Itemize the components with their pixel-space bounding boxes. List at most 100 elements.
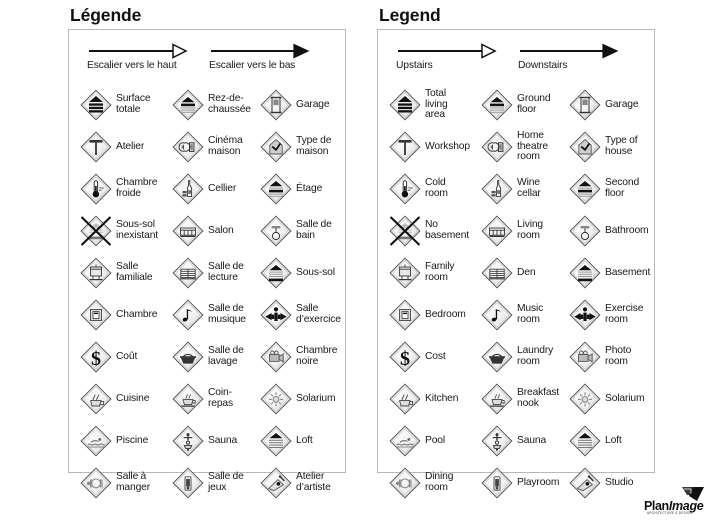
legend-item-bathroom[interactable]: Bathroom <box>568 210 649 252</box>
legend-item-cold-room[interactable]: 2° Chambre froide <box>79 168 171 210</box>
legend-item-label: Sauna <box>208 434 238 446</box>
legend-item-cost[interactable]: $ Coût <box>79 336 171 378</box>
legend-item-cost[interactable]: $ Cost <box>388 336 480 378</box>
legend-item-living-room[interactable]: Living room <box>480 210 568 252</box>
legend-item-breakfast-nook[interactable]: Breakfast nook <box>480 378 568 420</box>
legend-item-sauna[interactable]: Sauna <box>171 420 259 462</box>
legend-item-music-room[interactable]: Music room <box>480 294 568 336</box>
legend-item-laundry-room[interactable]: Salle de lavage <box>171 336 259 378</box>
legend-item-garage[interactable]: Garage <box>259 84 339 126</box>
legend-item-playroom[interactable]: Playroom <box>480 462 568 504</box>
legend-item-label: Studio <box>605 476 634 488</box>
legend-item-dining-room[interactable]: Dining room <box>388 462 480 504</box>
svg-text:$: $ <box>91 348 101 370</box>
legend-item-music-room[interactable]: Salle de musique <box>171 294 259 336</box>
legend-item-dining-room[interactable]: Salle à manger <box>79 462 171 504</box>
legend-item-workshop[interactable]: Workshop <box>388 126 480 168</box>
legend-item-workshop[interactable]: Atelier <box>79 126 171 168</box>
legend-item-label: Exercise room <box>605 303 644 325</box>
legend-item-bathroom[interactable]: Salle de bain <box>259 210 339 252</box>
legend-item-home-theatre[interactable]: Cinéma maison <box>171 126 259 168</box>
home-theatre-icon <box>480 130 514 164</box>
legend-item-total-living-area[interactable]: Total living area <box>388 84 480 126</box>
total-living-area-icon <box>388 88 422 122</box>
legend-item-exercise-room[interactable]: Salle d’exercice <box>259 294 341 336</box>
legend-item-label: Laundry room <box>517 345 554 367</box>
legend-item-loft[interactable]: Loft <box>568 420 648 462</box>
legend-item-kitchen[interactable]: Cuisine <box>79 378 171 420</box>
logo-checkmark-icon <box>680 486 706 507</box>
legend-item-basement[interactable]: Basement <box>568 252 650 294</box>
page-title-fr: Légende <box>70 5 142 25</box>
wine-cellar-icon <box>480 172 514 206</box>
pool-icon <box>388 424 422 458</box>
legend-item-basement[interactable]: Sous-sol <box>259 252 339 294</box>
legend-item-exercise-room[interactable]: Exercise room <box>568 294 648 336</box>
legend-item-family-room[interactable]: Family room <box>388 252 480 294</box>
legend-item-garage[interactable]: Garage <box>568 84 648 126</box>
legend-item-photo-room[interactable]: Chambre noire <box>259 336 339 378</box>
stairs-up-fr: Escalier vers le haut <box>87 43 209 71</box>
legend-item-ground-floor[interactable]: Rez-de-chaussée <box>171 84 259 126</box>
logo-wordmark: PlanImage <box>644 499 704 513</box>
legend-item-label: Type de maison <box>296 135 332 157</box>
legend-item-den[interactable]: Den <box>480 252 568 294</box>
legend-item-wine-cellar[interactable]: Cellier <box>171 168 259 210</box>
pool-icon <box>79 424 113 458</box>
legend-item-total-living-area[interactable]: Surface totale <box>79 84 171 126</box>
legend-item-label: Workshop <box>425 140 470 152</box>
legend-item-solarium[interactable]: Solarium <box>568 378 648 420</box>
legend-item-breakfast-nook[interactable]: Coin-repas <box>171 378 259 420</box>
svg-text:2°: 2° <box>99 187 104 193</box>
legend-item-laundry-room[interactable]: Laundry room <box>480 336 568 378</box>
legend-item-label: Surface totale <box>116 93 151 115</box>
legend-item-loft[interactable]: Loft <box>259 420 339 462</box>
legend-item-solarium[interactable]: Solarium <box>259 378 339 420</box>
legend-item-no-basement[interactable]: No basement <box>388 210 480 252</box>
legend-item-label: Loft <box>605 434 622 446</box>
arrow-up-icon <box>396 43 518 59</box>
stairs-up-en: Upstairs <box>396 43 518 71</box>
legend-row: Dining room Playroom Studio <box>388 462 648 504</box>
legend-item-second-floor[interactable]: Étage <box>259 168 339 210</box>
legend-item-label: Playroom <box>517 476 560 488</box>
cold-room-icon: 2° <box>388 172 422 206</box>
legend-item-bedroom[interactable]: Chambre <box>79 294 171 336</box>
legend-item-type-of-house[interactable]: Type of house <box>568 126 648 168</box>
legend-item-label: Rez-de-chaussée <box>208 93 251 115</box>
legend-item-studio[interactable]: Studio <box>568 462 648 504</box>
legend-item-label: Coin-repas <box>208 387 234 409</box>
legend-item-family-room[interactable]: Salle familiale <box>79 252 171 294</box>
legend-item-playroom[interactable]: Salle de jeux <box>171 462 259 504</box>
legend-row: $ Cost Laundry room Photo room <box>388 336 648 378</box>
legend-item-second-floor[interactable]: Second floor <box>568 168 648 210</box>
legend-item-bedroom[interactable]: Bedroom <box>388 294 480 336</box>
legend-item-label: Coût <box>116 350 138 362</box>
type-of-house-icon <box>259 130 293 164</box>
legend-item-pool[interactable]: Piscine <box>79 420 171 462</box>
legend-item-type-of-house[interactable]: Type de maison <box>259 126 339 168</box>
garage-icon <box>259 88 293 122</box>
legend-item-cold-room[interactable]: 2° Cold room <box>388 168 480 210</box>
legend-item-photo-room[interactable]: Photo room <box>568 336 648 378</box>
legend-item-pool[interactable]: Pool <box>388 420 480 462</box>
legend-item-den[interactable]: Salle de lecture <box>171 252 259 294</box>
bedroom-icon <box>79 298 113 332</box>
legend-item-home-theatre[interactable]: Home theatre room <box>480 126 568 168</box>
cost-icon: $ <box>79 340 113 374</box>
legend-item-no-basement[interactable]: Sous-sol inexistant <box>79 210 171 252</box>
legend-item-kitchen[interactable]: Kitchen <box>388 378 480 420</box>
logo-name-plain: Plan <box>644 499 669 513</box>
legend-item-ground-floor[interactable]: Ground floor <box>480 84 568 126</box>
legend-item-studio[interactable]: Atelier d’artiste <box>259 462 339 504</box>
playroom-icon <box>171 466 205 500</box>
breakfast-nook-icon <box>480 382 514 416</box>
legend-item-label: Salle à manger <box>116 471 151 493</box>
logo-tagline: ARCHITECTURE & DESIGN <box>647 510 693 516</box>
legend-item-label: Sous-sol inexistant <box>116 219 159 241</box>
legend-item-sauna[interactable]: Sauna <box>480 420 568 462</box>
legend-item-wine-cellar[interactable]: Wine cellar <box>480 168 568 210</box>
legend-item-living-room[interactable]: Salon <box>171 210 259 252</box>
legend-item-label: Wine cellar <box>517 177 541 199</box>
legend-row: Family room Den Basement <box>388 252 650 294</box>
